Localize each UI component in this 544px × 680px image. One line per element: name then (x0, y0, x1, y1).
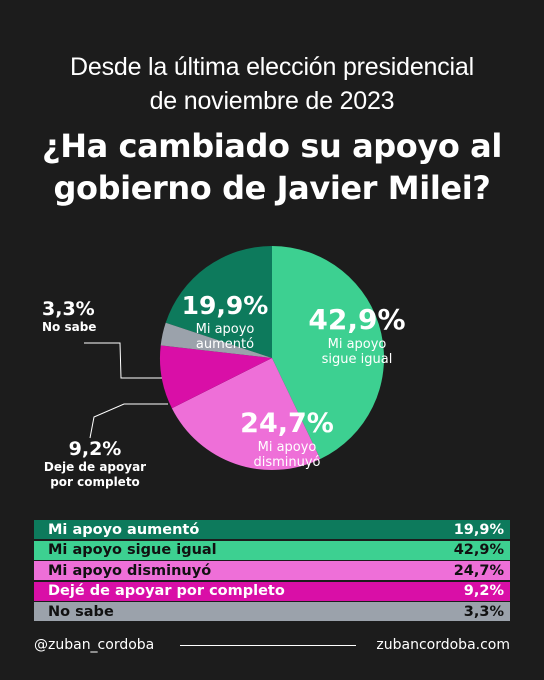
no-sabe-text: No sabe (42, 320, 97, 334)
leader-line-no-sabe (84, 342, 162, 379)
subtitle-line-2: de noviembre de 2023 (149, 87, 395, 115)
leader-line-deje (89, 403, 168, 439)
deje-text-2: por completo (50, 475, 140, 489)
outside-label-no-sabe: 3,3% No sabe (42, 298, 106, 335)
footer: @zuban_cordoba zubancordoba.com (34, 633, 510, 657)
table-row: Mi apoyo disminuyó 24,7% (34, 561, 510, 580)
pie-slice-aumento (165, 246, 272, 358)
table-row-value: 24,7% (453, 562, 504, 579)
table-row-value: 9,2% (463, 583, 504, 599)
no-sabe-value: 3,3% (42, 298, 95, 320)
slice-label-aumento: Mi apoyo (196, 322, 255, 337)
table-row-value: 42,9% (453, 542, 504, 558)
table-row-label: Dejé de apoyar por completo (48, 583, 285, 599)
slice-value-aumento: 19,9% (182, 291, 269, 320)
pie-slice-deje-de-apoyar (160, 345, 272, 409)
table-row: No sabe 3,3% (34, 602, 510, 621)
subtitle-line-1: Desde la última elección presidencial (70, 53, 474, 81)
slice-label-sigue-igual: Mi apoyo (328, 337, 387, 352)
table-row-label: No sabe (48, 603, 114, 620)
chart-subtitle: Desde la última elección presidencial de… (0, 50, 544, 118)
chart-title: ¿Ha cambiado su apoyo al gobierno de Jav… (0, 125, 544, 209)
deje-text-1: Deje de apoyar (43, 460, 147, 474)
outside-label-deje: 9,2% Deje de apoyar por completo (40, 438, 150, 490)
table-row-value: 19,9% (453, 521, 504, 538)
table-row: Dejé de apoyar por completo 9,2% (34, 581, 510, 601)
deje-value: 9,2% (68, 438, 122, 460)
social-handle: @zuban_cordoba (34, 637, 155, 653)
slice-label-sigue-igual: sigue igual (322, 352, 393, 367)
data-table: Mi apoyo aumentó 19,9% Mi apoyo sigue igua… (34, 520, 510, 623)
slice-label-aumento: aumentó (196, 337, 254, 352)
pie-slice-disminuyo (171, 358, 321, 471)
slice-label-disminuyo: Mi apoyo (258, 440, 317, 455)
slice-label-disminuyo: disminuyó (253, 455, 320, 470)
pie-slice-no-sabe (160, 322, 272, 358)
title-line-2: gobierno de Javier Milei? (53, 169, 491, 207)
slice-value-disminuyo: 24,7% (240, 408, 334, 439)
pie-slice-sigue-igual (272, 246, 384, 460)
slice-value-sigue-igual: 42,9% (308, 303, 405, 336)
website-link: zubancordoba.com (376, 637, 510, 653)
table-row-value: 3,3% (463, 603, 504, 620)
table-row: Mi apoyo sigue igual 42,9% (34, 540, 510, 560)
table-row: Mi apoyo aumentó 19,9% (34, 520, 510, 539)
title-line-1: ¿Ha cambiado su apoyo al (42, 127, 502, 165)
footer-divider (180, 644, 357, 646)
table-row-label: Mi apoyo aumentó (48, 521, 200, 538)
table-row-label: Mi apoyo sigue igual (48, 542, 217, 558)
table-row-label: Mi apoyo disminuyó (48, 562, 212, 579)
